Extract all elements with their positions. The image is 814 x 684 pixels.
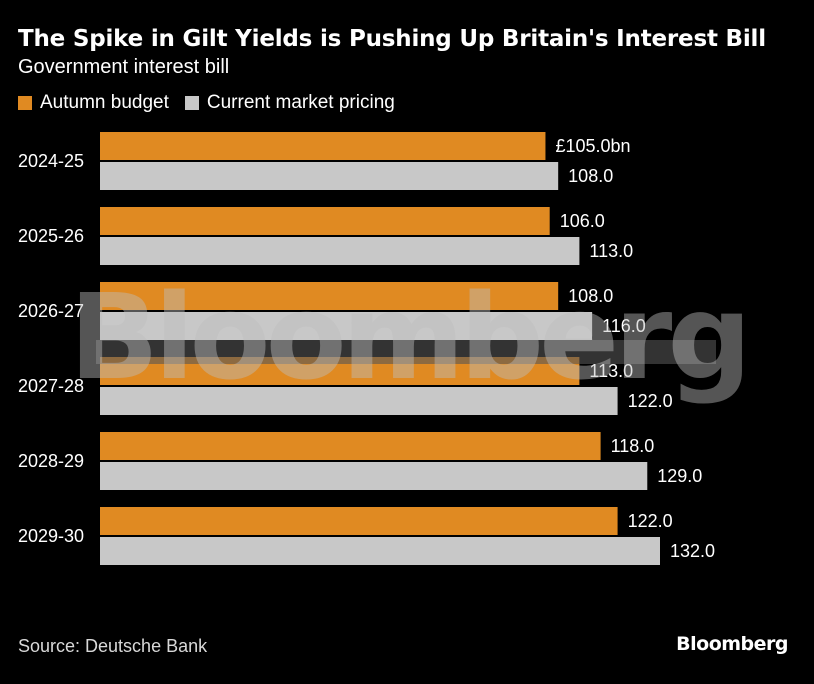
bar-current-market-pricing-2028-29 — [100, 462, 648, 490]
data-label-autumn-budget-2025-26: 106.0 — [560, 211, 605, 231]
watermark-band — [96, 340, 716, 364]
data-label-current-market-pricing-2026-27: 116.0 — [602, 316, 646, 336]
legend-item-current-market-pricing: Current market pricing — [184, 92, 395, 114]
data-label-current-market-pricing-2027-28: 122.0 — [628, 391, 673, 411]
category-label-2028-29: 2028-29 — [18, 451, 84, 471]
category-label-2025-26: 2025-26 — [18, 226, 84, 246]
bar-autumn-budget-2028-29 — [100, 432, 601, 460]
legend-swatch-autumn-budget — [18, 96, 32, 110]
legend-swatch-current-market-pricing — [184, 96, 199, 110]
bar-current-market-pricing-2026-27 — [100, 312, 593, 340]
legend: Autumn budget Current market pricing — [18, 92, 411, 114]
legend-label-autumn-budget: Autumn budget — [40, 92, 169, 113]
watermark-text: Bloomberg — [69, 268, 747, 406]
data-label-current-market-pricing-2025-26: 113.0 — [589, 241, 633, 261]
chart-subtitle: Government interest bill — [18, 56, 230, 78]
bar-current-market-pricing-2025-26 — [100, 237, 580, 265]
data-label-current-market-pricing-2029-30: 132.0 — [670, 541, 715, 561]
bar-current-market-pricing-2029-30 — [100, 537, 660, 565]
chart-title: The Spike in Gilt Yields is Pushing Up B… — [18, 26, 766, 52]
bar-current-market-pricing-2027-28 — [100, 387, 618, 415]
bar-current-market-pricing-2024-25 — [100, 162, 559, 190]
data-label-autumn-budget-2029-30: 122.0 — [628, 511, 673, 531]
data-label-autumn-budget-2027-28: 113.0 — [589, 361, 633, 381]
category-label-2026-27: 2026-27 — [18, 301, 84, 321]
bar-autumn-budget-2026-27 — [100, 282, 559, 310]
category-label-2027-28: 2027-28 — [18, 376, 84, 396]
data-label-autumn-budget-2026-27: 108.0 — [568, 286, 613, 306]
bar-autumn-budget-2025-26 — [100, 207, 550, 235]
source-note: Source: Deutsche Bank — [18, 636, 208, 656]
category-label-2024-25: 2024-25 — [18, 151, 84, 171]
legend-item-autumn-budget: Autumn budget — [18, 92, 169, 114]
data-label-autumn-budget-2028-29: 118.0 — [611, 436, 655, 456]
bar-autumn-budget-2024-25 — [100, 132, 546, 160]
category-label-2029-30: 2029-30 — [18, 526, 84, 546]
bloomberg-logo: Bloomberg — [676, 633, 788, 655]
data-label-current-market-pricing-2024-25: 108.0 — [568, 166, 613, 186]
data-label-current-market-pricing-2028-29: 129.0 — [657, 466, 702, 486]
bar-autumn-budget-2029-30 — [100, 507, 618, 535]
legend-label-current-market-pricing: Current market pricing — [206, 92, 395, 113]
data-label-autumn-budget-2024-25: £105.0bn — [555, 136, 630, 156]
